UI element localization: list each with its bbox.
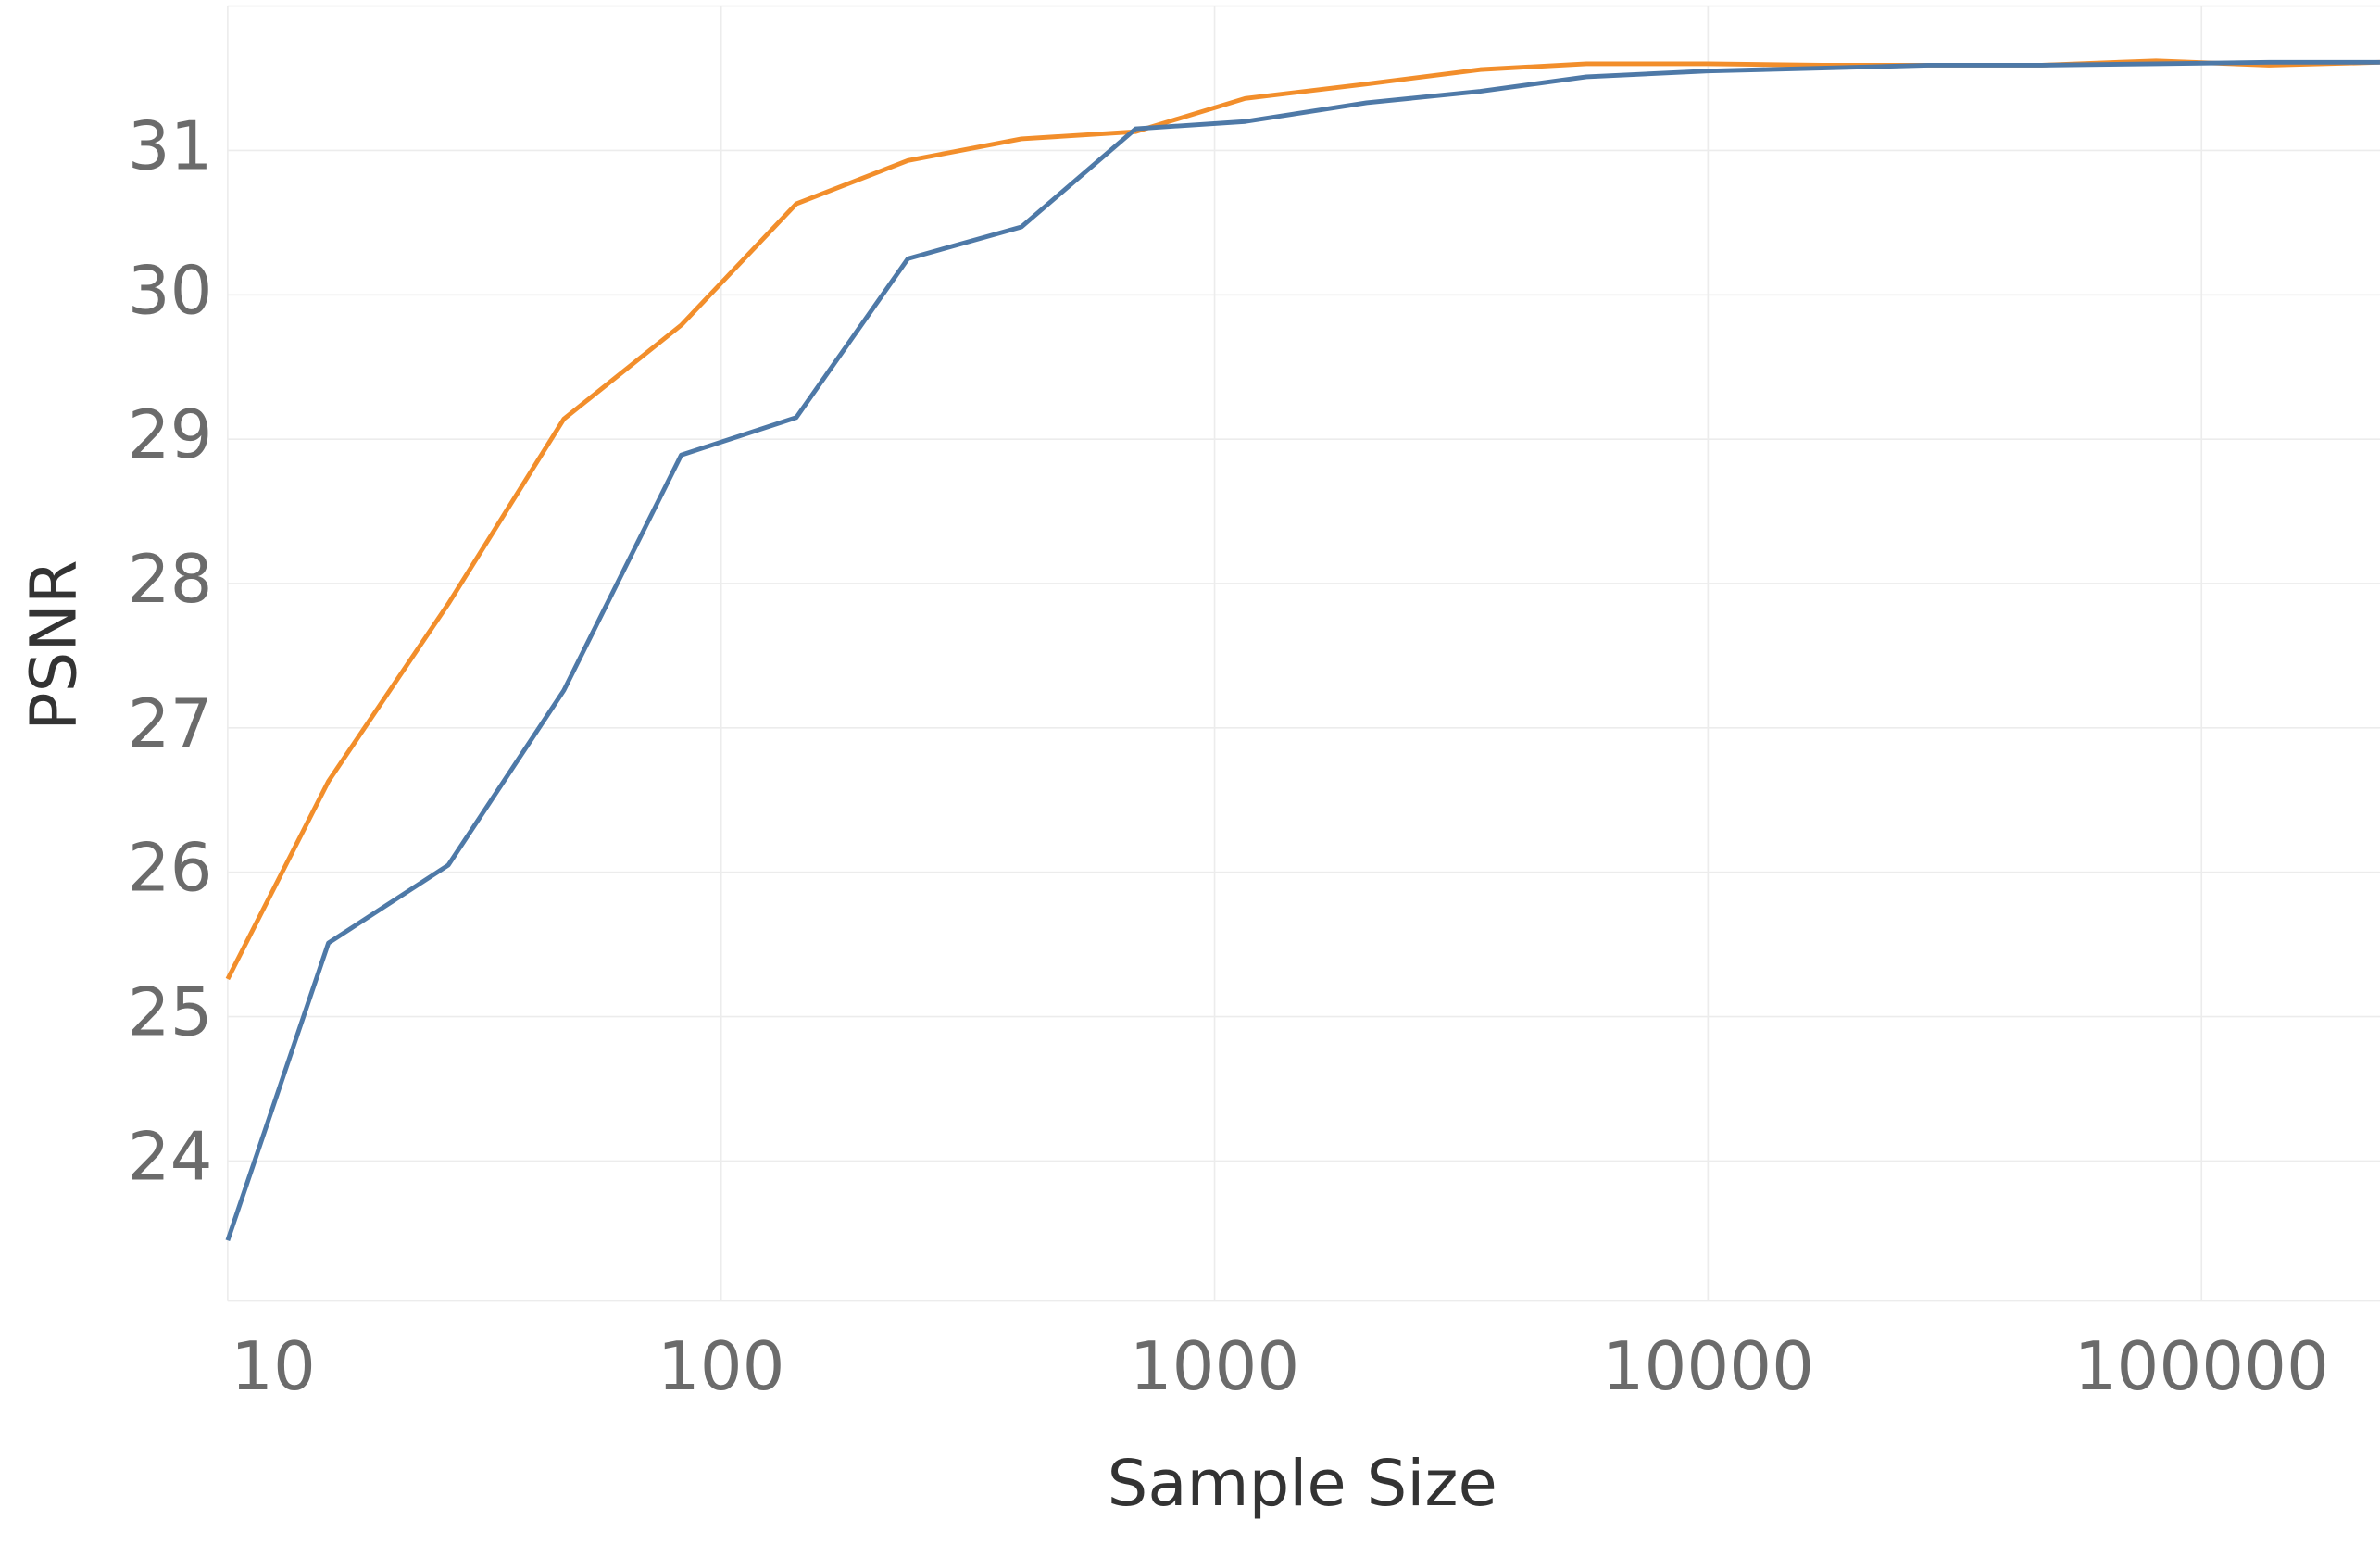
y-tick-label: 29 [128,396,213,474]
y-tick-label: 28 [128,541,213,619]
x-tick-label: 10 [231,1328,316,1406]
y-tick-label: 25 [128,974,213,1052]
y-tick-label: 24 [128,1118,213,1196]
x-axis-title: Sample Size [1108,1447,1497,1521]
x-tick-label: 100 [658,1328,785,1406]
x-tick-label: 100000 [2074,1328,2329,1406]
x-tick-label: 10000 [1602,1328,1814,1406]
y-tick-label: 27 [128,685,213,763]
y-tick-label: 30 [128,252,213,330]
y-tick-label: 26 [128,830,213,908]
y-tick-label: 31 [128,107,213,185]
x-tick-label: 1000 [1130,1328,1300,1406]
y-axis-title: PSNR [17,559,91,731]
series-line [225,59,2380,1241]
series-line [225,58,2380,981]
